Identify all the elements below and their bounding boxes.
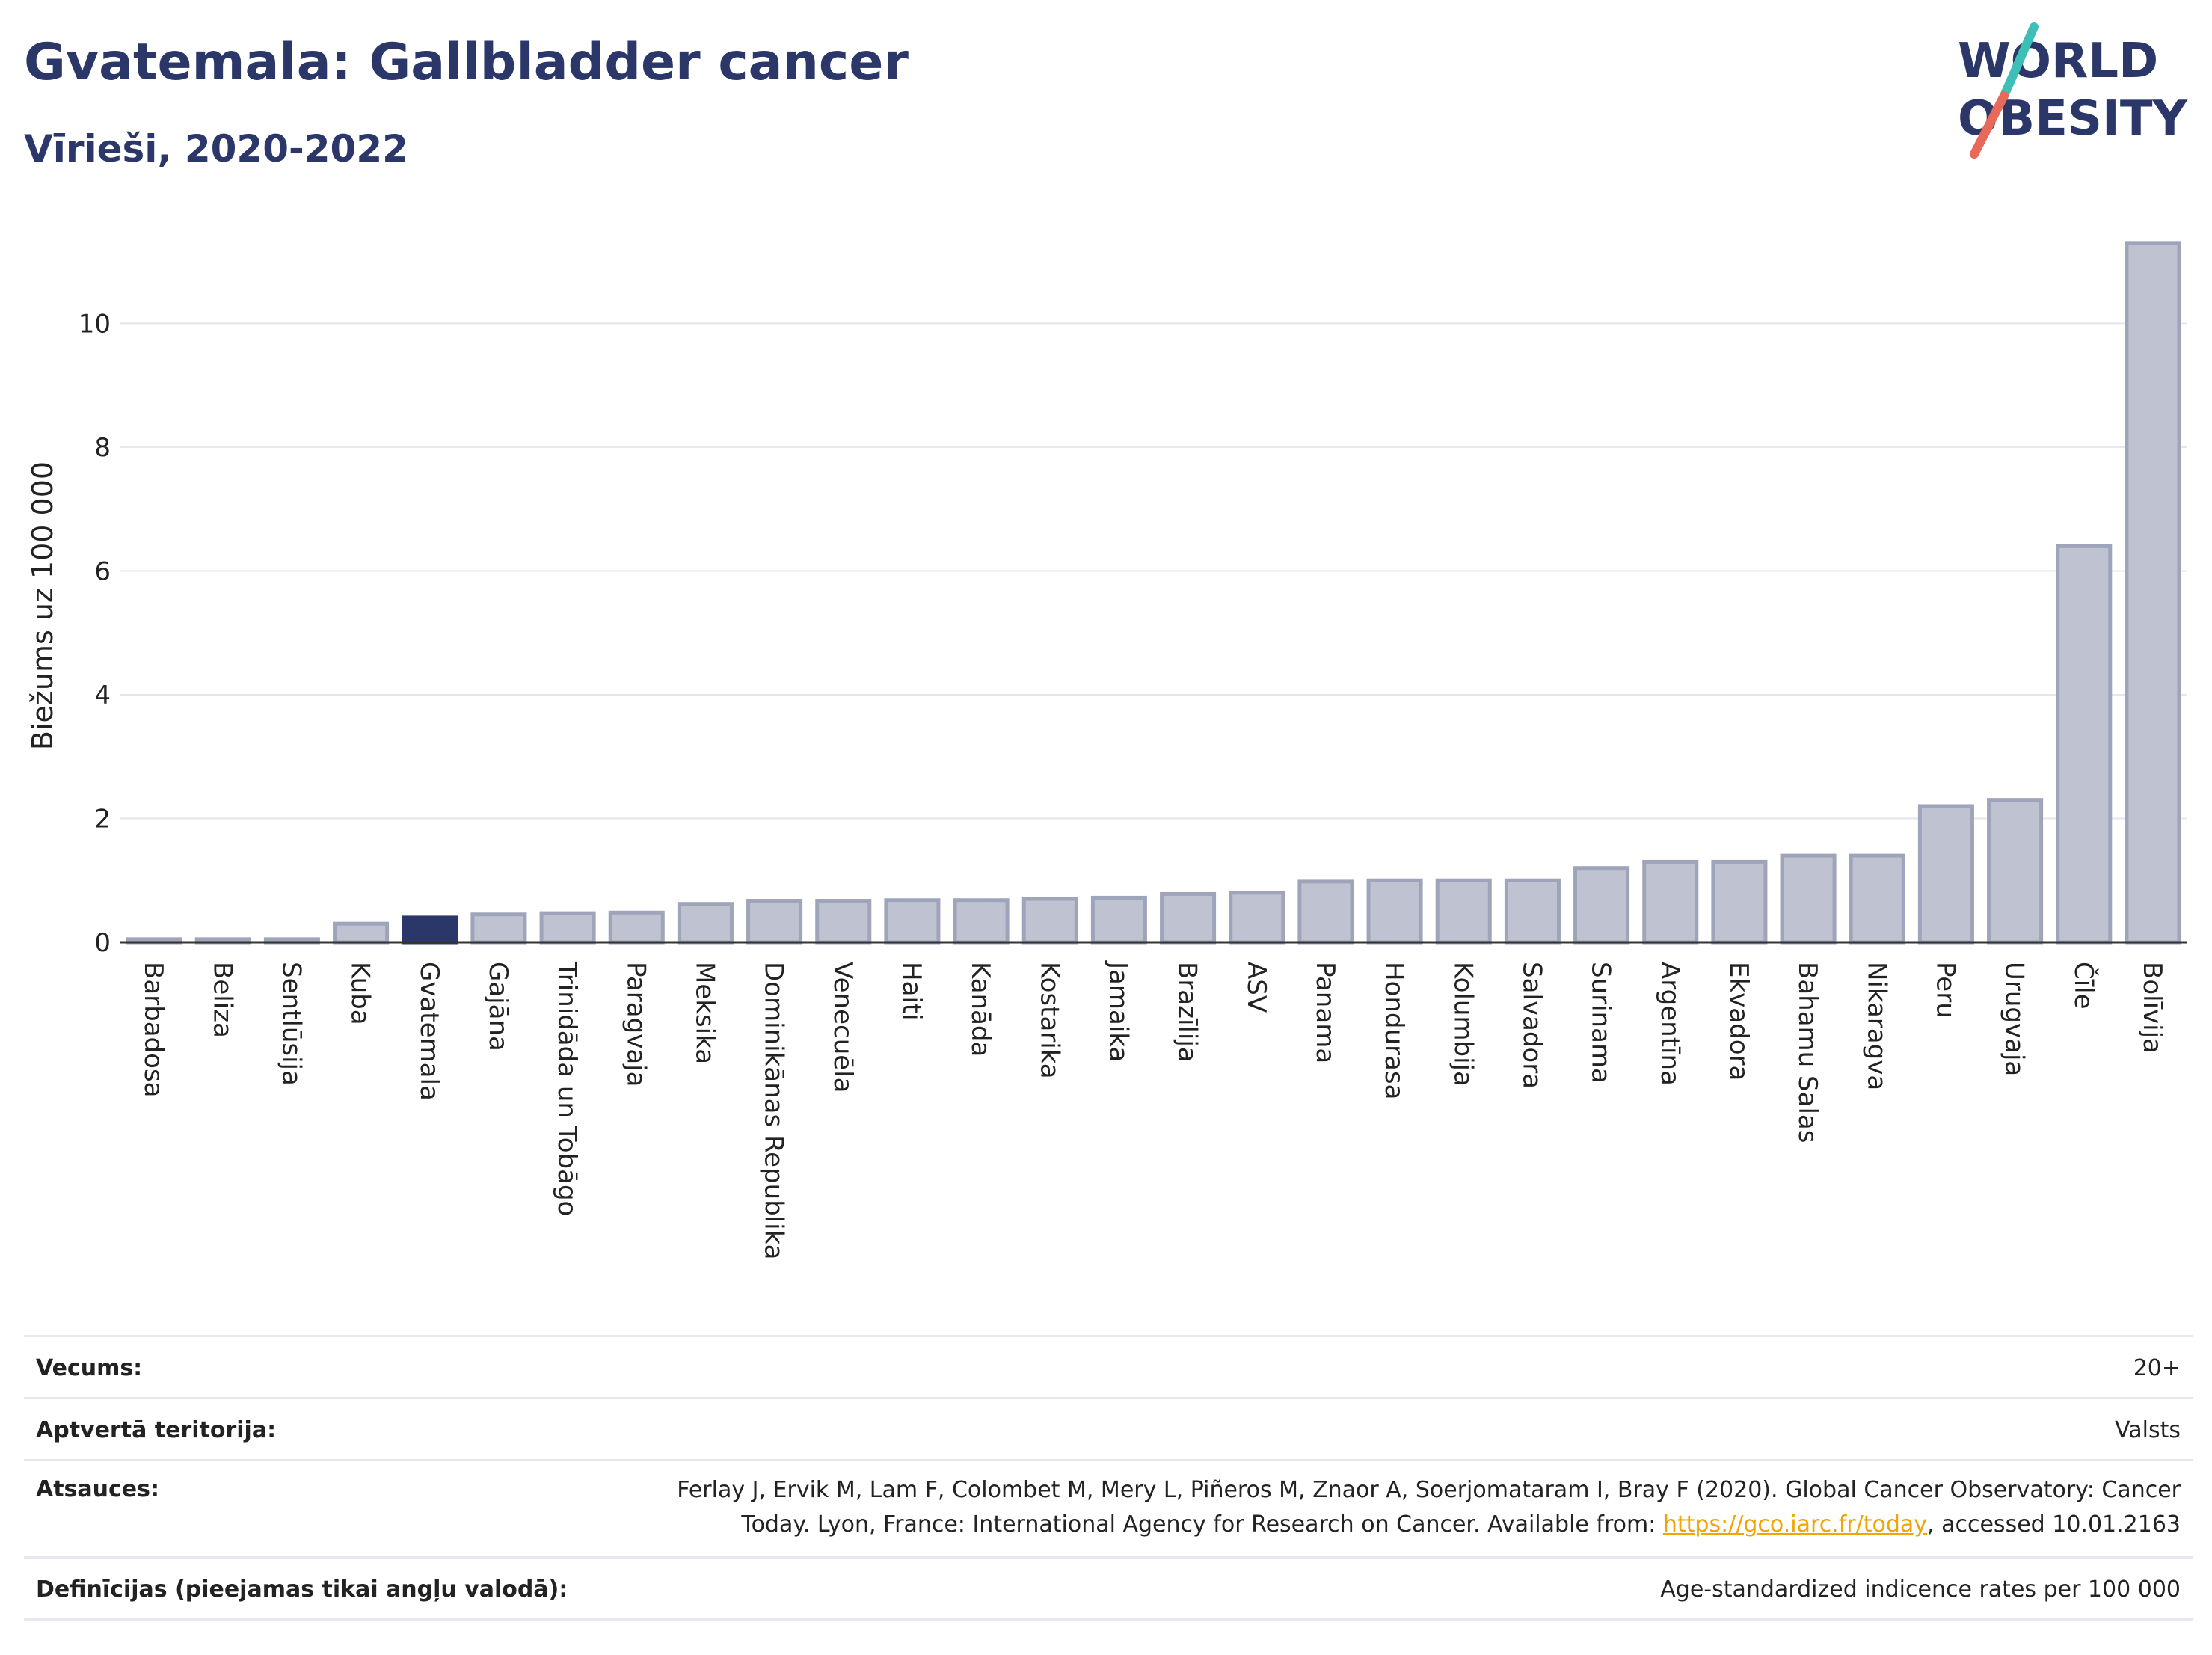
x-tick-label: ASV xyxy=(1241,962,1271,1013)
page-title: Gvatemala: Gallbladder cancer xyxy=(24,33,909,92)
x-tick-label: Dominikānas Republika xyxy=(759,962,789,1260)
bar xyxy=(2056,544,2113,945)
y-tick-label: 6 xyxy=(94,556,111,586)
y-tick-label: 4 xyxy=(94,681,111,710)
bar xyxy=(608,910,665,945)
y-axis-label: Biežums uz 100 000 xyxy=(26,461,59,750)
bar xyxy=(1849,853,1905,945)
x-tick-label: Surinama xyxy=(1586,962,1616,1084)
logo-stroke-teal xyxy=(2000,22,2039,100)
bar xyxy=(1711,859,1768,945)
info-value: 20+ xyxy=(2133,1355,2181,1381)
bar xyxy=(1297,879,1354,945)
bar xyxy=(1021,897,1078,945)
info-table: Vecums: 20+ Aptvertā teritorija: Valsts … xyxy=(24,1335,2193,1621)
reference-link[interactable]: https://gco.iarc.fr/today xyxy=(1662,1511,1928,1538)
info-row-references: Atsauces: Ferlay J, Ervik M, Lam F, Colo… xyxy=(24,1461,2193,1559)
y-tick-label: 10 xyxy=(79,309,111,339)
y-tick-label: 8 xyxy=(94,433,111,463)
bar xyxy=(1987,798,2044,945)
x-tick-label: Čīle xyxy=(2068,962,2099,1010)
bar xyxy=(1780,853,1837,945)
y-tick-label: 0 xyxy=(94,928,111,958)
x-tick-label: Bolīvija xyxy=(2137,962,2167,1054)
bar-chart: 0 2 4 6 8 10 Biežums uz 100 000 Barbadosa Beliza… xyxy=(26,241,2187,1260)
x-tick-label: Meksika xyxy=(689,962,719,1064)
info-row-territory: Aptvertā teritorija: Valsts xyxy=(24,1399,2193,1461)
world-obesity-logo: WORLD OBESITY xyxy=(1958,22,2187,159)
bar xyxy=(677,902,734,945)
x-tick-label: Ekvadora xyxy=(1724,962,1754,1081)
info-label: Definīcijas (pieejamas tikai angļu valod… xyxy=(36,1576,568,1603)
bar xyxy=(1229,891,1285,945)
x-tick-label: Kostarika xyxy=(1034,962,1064,1079)
bar xyxy=(1917,804,1974,945)
info-row-definitions: Definīcijas (pieejamas tikai angļu valod… xyxy=(24,1559,2193,1621)
bar xyxy=(1573,866,1630,945)
info-label: Vecums: xyxy=(36,1355,143,1381)
x-tick-label: Hondurasa xyxy=(1379,962,1409,1099)
bar xyxy=(746,899,803,945)
bar xyxy=(1642,859,1699,945)
info-row-age: Vecums: 20+ xyxy=(24,1337,2193,1399)
bar xyxy=(953,898,1010,945)
x-tick-label: Trinidāda un Tobāgo xyxy=(552,961,582,1216)
info-label: Atsauces: xyxy=(36,1476,159,1502)
info-value: Ferlay J, Ervik M, Lam F, Colombet M, Me… xyxy=(625,1473,2181,1542)
x-tick-label: Sentlūsija xyxy=(276,962,306,1086)
reference-text: Ferlay J, Ervik M, Lam F, Colombet M, Me… xyxy=(677,1477,2181,1538)
bar xyxy=(1435,878,1492,945)
x-tick-label: Brazīlija xyxy=(1173,962,1202,1063)
bar xyxy=(1160,891,1217,945)
x-tick-label: Barbadosa xyxy=(138,962,168,1098)
x-tick-label: Beliza xyxy=(207,962,237,1038)
x-tick-label: Salvadora xyxy=(1517,962,1546,1089)
x-tick-label: Nikaragva xyxy=(1861,962,1891,1090)
x-tick-label: Kolumbija xyxy=(1448,962,1478,1087)
bar xyxy=(402,915,458,945)
bar xyxy=(333,921,390,945)
logo-line1: WORLD xyxy=(1958,34,2158,89)
reference-accessed: , accessed 10.01.2163 xyxy=(1927,1511,2181,1538)
x-tick-label: Haiti xyxy=(897,962,927,1021)
page-subtitle: Vīrieši, 2020-2022 xyxy=(24,127,408,171)
y-tick-label: 2 xyxy=(94,804,111,834)
x-tick-label: Kanāda xyxy=(965,962,995,1057)
x-tick-label: Bahamu Salas xyxy=(1792,962,1822,1143)
x-tick-label: Paragvaja xyxy=(621,962,651,1087)
x-tick-label: Kuba xyxy=(345,962,375,1025)
x-tick-label: Gvatemala xyxy=(414,962,444,1101)
info-value: Age-standardized indicence rates per 100… xyxy=(1660,1576,2181,1603)
bar xyxy=(470,912,527,945)
x-tick-label: Jamaika xyxy=(1103,960,1133,1062)
info-value: Valsts xyxy=(2115,1417,2181,1443)
bar xyxy=(2125,241,2181,945)
x-tick-label: Panama xyxy=(1310,962,1340,1063)
bar xyxy=(884,898,941,945)
bar xyxy=(1090,895,1147,945)
bar xyxy=(815,899,872,945)
bar xyxy=(1366,878,1423,945)
x-tick-label: Venecuēla xyxy=(828,962,858,1093)
info-label: Aptvertā teritorija: xyxy=(36,1417,277,1443)
x-tick-label: Argentīna xyxy=(1655,962,1685,1086)
bar xyxy=(539,911,596,945)
logo-stroke-coral xyxy=(1970,91,2009,159)
x-tick-label: Peru xyxy=(1930,962,1960,1019)
bar xyxy=(1504,878,1561,945)
x-tick-label: Urugvaja xyxy=(2000,962,2030,1076)
x-tick-label: Gajāna xyxy=(483,962,513,1051)
